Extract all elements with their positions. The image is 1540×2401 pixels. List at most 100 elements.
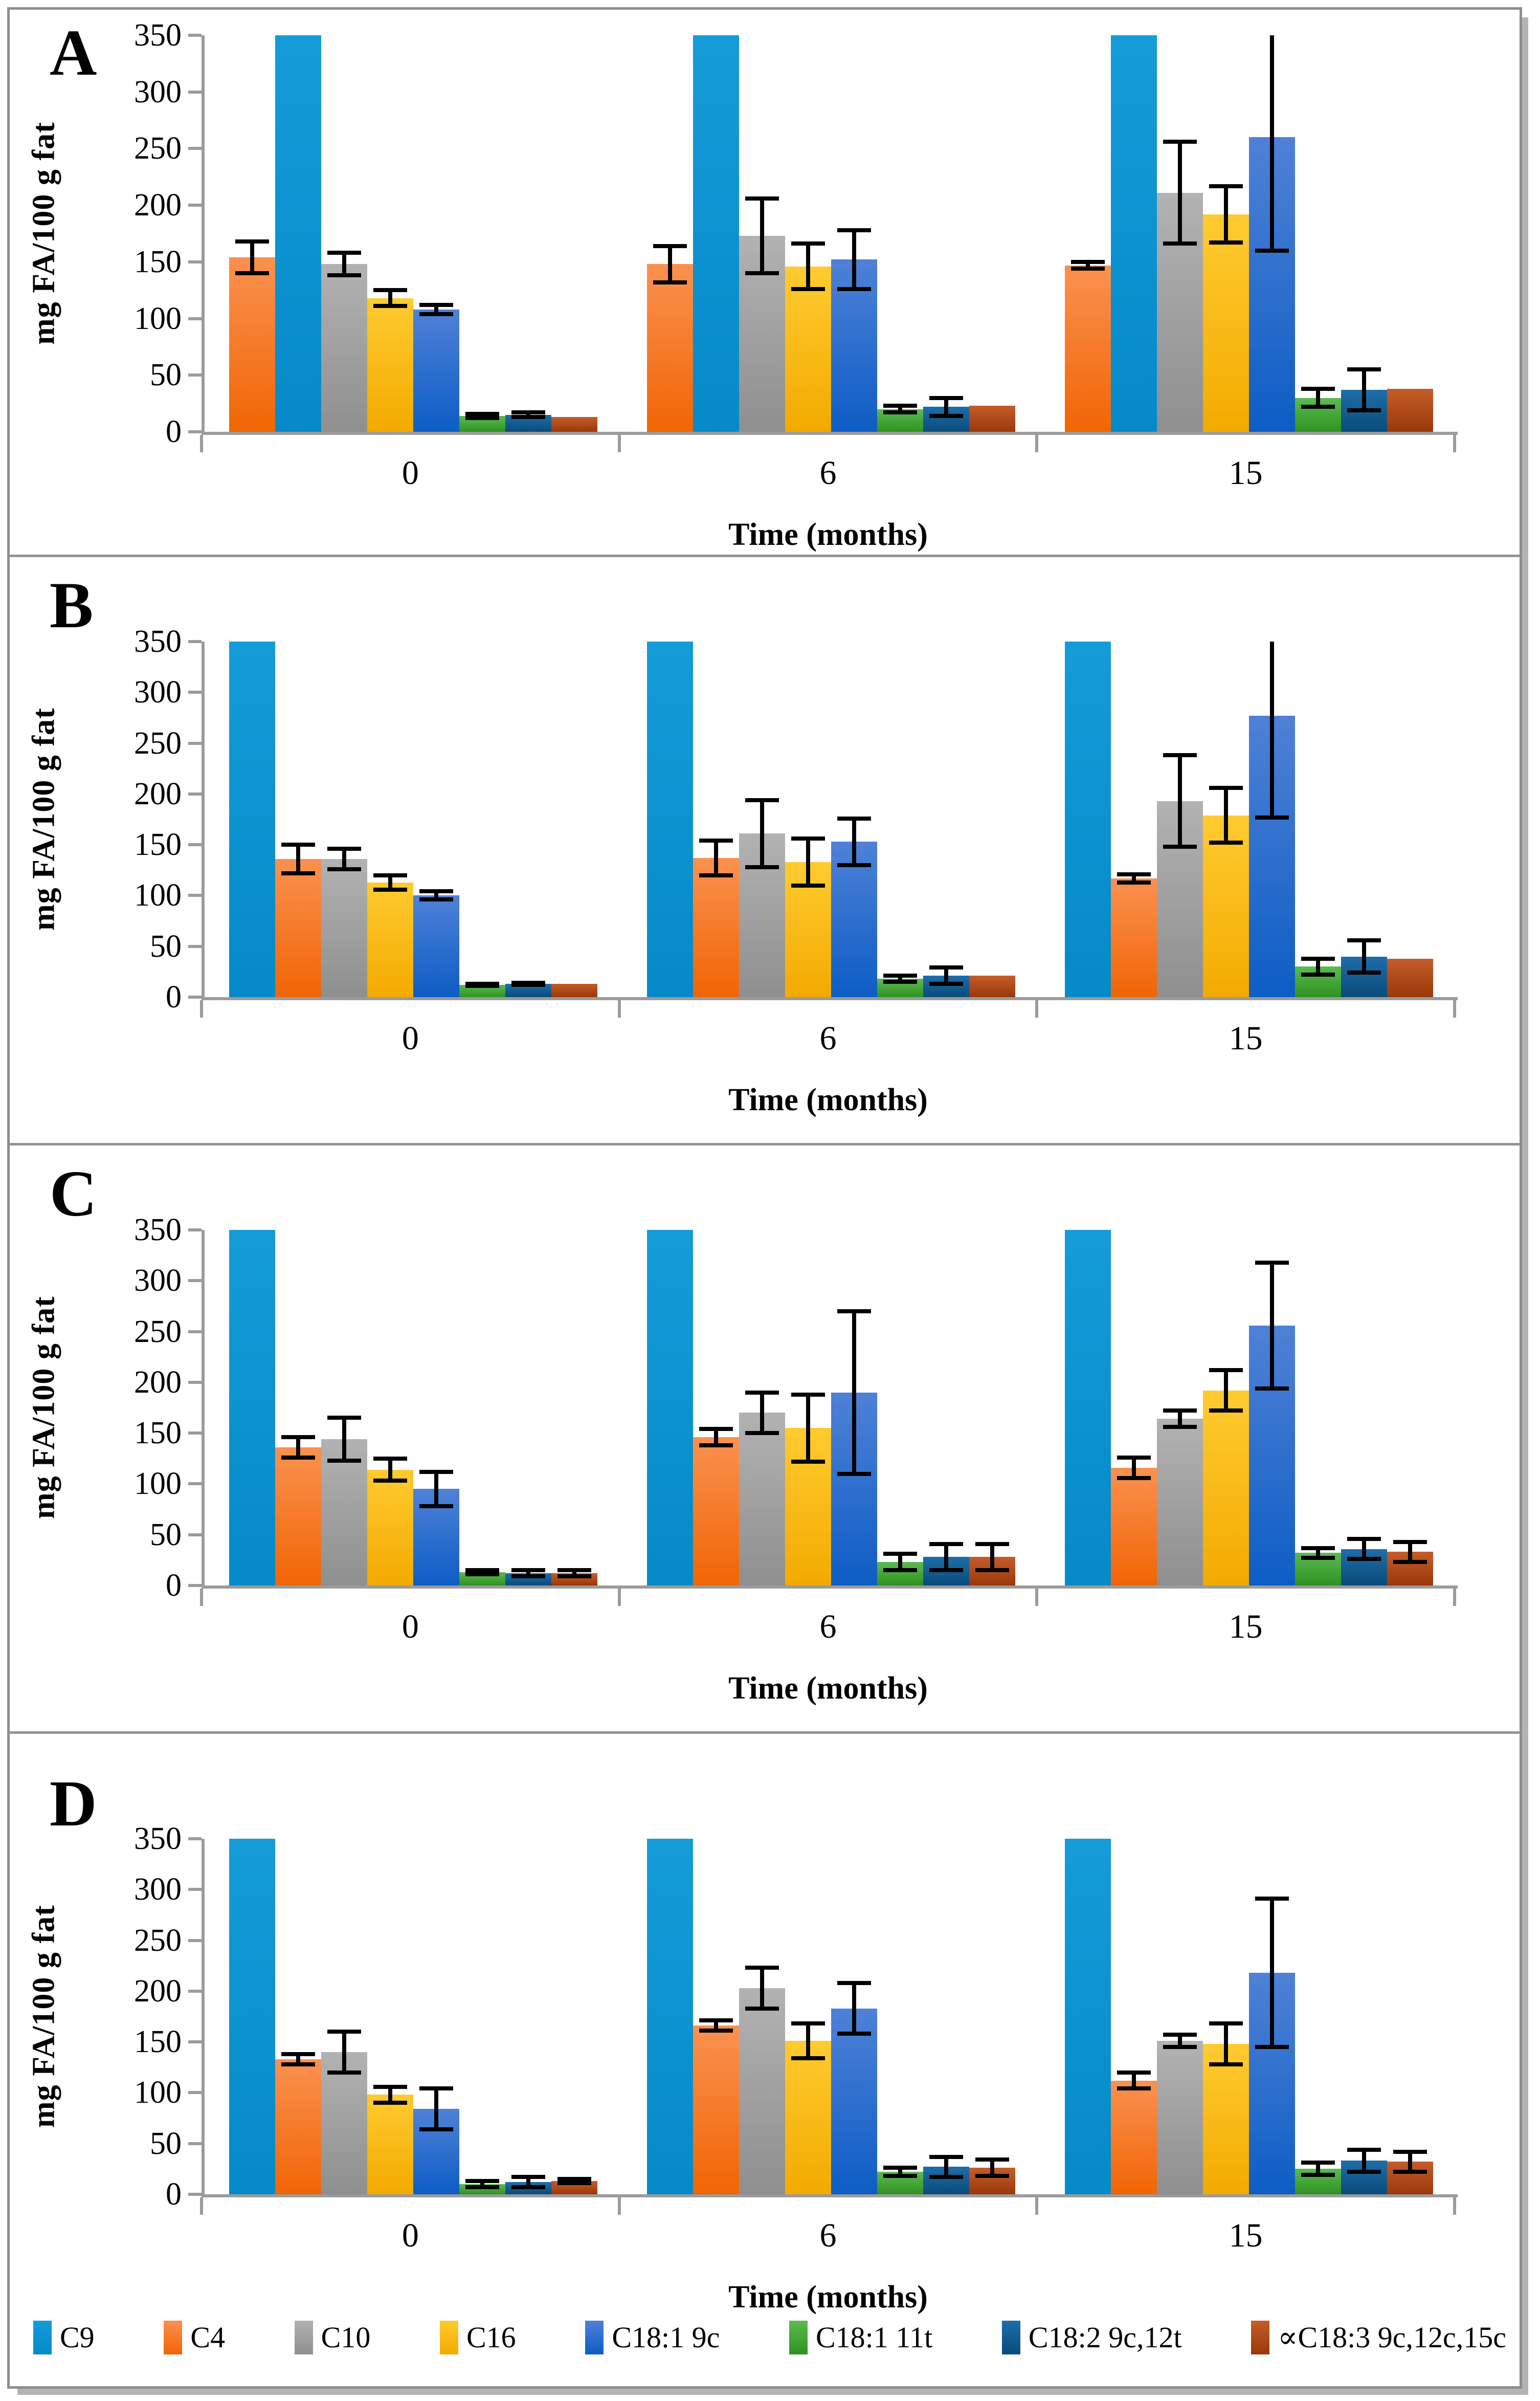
bar-C10-t0 (321, 264, 368, 432)
error-bar-cap-top (1209, 1368, 1243, 1373)
plot-area (202, 1230, 1458, 1589)
error-bar-cap-bottom (327, 867, 362, 871)
error-bar-cap-top (837, 228, 871, 232)
error-bar-line (1177, 755, 1182, 847)
y-tick-mark (188, 430, 202, 433)
error-bar-cap-bottom (511, 415, 546, 420)
bar-C10-t0 (321, 858, 368, 997)
y-tick-label: 100 (134, 2075, 182, 2110)
x-tick-mark (1035, 2197, 1039, 2215)
y-tick-label: 0 (166, 414, 182, 449)
error-bar-cap-top (929, 1541, 963, 1546)
y-tick-label: 350 (134, 18, 182, 53)
error-bar-cap-top (1301, 1546, 1335, 1550)
error-bar-line (1315, 1548, 1320, 1558)
error-bar-cap-bottom (1347, 2170, 1381, 2174)
error-bar-line (1085, 261, 1090, 269)
y-tick-label: 250 (134, 1923, 182, 1958)
bar-C4-t6 (693, 2025, 739, 2194)
y-tick-mark (188, 204, 202, 207)
y-tick-label: 200 (134, 776, 182, 811)
error-bar-cap-bottom (373, 1479, 408, 1483)
bar-C9-t15 (1064, 1230, 1111, 1585)
plot-area (202, 642, 1458, 1000)
error-bar-cap-top (1209, 184, 1243, 188)
error-bar-cap-bottom (929, 2175, 963, 2179)
error-bar-cap-top (1347, 367, 1381, 372)
error-bar-cap-bottom (511, 2185, 546, 2190)
error-bar-cap-bottom (327, 273, 362, 278)
error-bar-cap-bottom (465, 416, 500, 421)
error-bar-cap-bottom (1301, 405, 1335, 409)
x-tick-mark (617, 2197, 621, 2215)
error-bar-line (898, 2168, 902, 2176)
bar-C9-t15 (1064, 1839, 1111, 2194)
legend-swatch (1001, 2321, 1020, 2354)
y-tick-label: 0 (166, 1568, 182, 1603)
error-bar-cap-top (699, 839, 733, 843)
bar-C16-t15 (1202, 214, 1249, 432)
bar-C4-t0 (275, 1447, 322, 1585)
error-bar-line (1223, 186, 1228, 243)
y-tick-label: 200 (134, 1364, 182, 1400)
error-bar-cap-bottom (1117, 1475, 1151, 1480)
bar-C10-t6 (739, 1988, 785, 2194)
error-bar-line (388, 1458, 393, 1481)
y-tick-mark (188, 1888, 202, 1891)
error-bar-cap-bottom (1255, 815, 1289, 820)
y-tick-mark (188, 1482, 202, 1486)
error-bar-cap-bottom (373, 304, 408, 309)
error-bar-line (852, 818, 856, 865)
x-tick-mark (200, 1000, 203, 1018)
bar-C18:1 9c-t6 (831, 2008, 877, 2194)
error-bar-cap-top (465, 2179, 500, 2184)
x-tick-mark (1035, 1000, 1039, 1018)
error-bar-cap-bottom (281, 1455, 316, 1460)
error-bar-cap-bottom (1163, 1425, 1197, 1429)
y-tick-label: 200 (134, 1973, 182, 2009)
y-tick-label: 300 (134, 1872, 182, 1907)
error-bar-cap-top (419, 1469, 454, 1474)
error-bar-cap-top (1255, 1260, 1289, 1265)
error-bar-cap-top (699, 1427, 733, 1431)
x-tick-label: 15 (1229, 454, 1263, 492)
error-bar-line (990, 1544, 994, 1571)
y-tick-label: 250 (134, 131, 182, 166)
plot-area (202, 1839, 1458, 2197)
error-bar-cap-bottom (419, 312, 454, 316)
y-tick-label: 200 (134, 188, 182, 223)
error-bar-cap-top (557, 2177, 592, 2182)
y-tick-mark (188, 1330, 202, 1333)
x-tick-mark (200, 2197, 203, 2215)
y-tick-mark (188, 894, 202, 897)
error-bar-cap-top (1393, 2149, 1427, 2154)
y-tick-label: 350 (134, 1213, 182, 1247)
bar-C9-t6 (647, 1230, 693, 1585)
error-bar-cap-bottom (791, 1459, 825, 1464)
x-tick-label: 0 (401, 1608, 419, 1645)
bar-C16-t0 (367, 882, 414, 997)
error-bar-cap-top (327, 1416, 362, 1420)
error-bar-line (342, 253, 347, 276)
panel-letter: A (50, 16, 97, 89)
bar-∝C18:3 9c,12c,15c-t15 (1387, 388, 1433, 432)
error-bar-cap-bottom (745, 865, 779, 869)
error-bar-line (898, 406, 902, 413)
error-bar-cap-bottom (699, 1443, 733, 1447)
error-bar-cap-bottom (557, 2181, 592, 2186)
error-bar-cap-bottom (419, 2127, 454, 2131)
y-tick-mark (188, 1584, 202, 1587)
error-bar-line (944, 1544, 948, 1571)
bar-∝C18:3 9c,12c,15c-t0 (551, 417, 598, 432)
x-tick-mark (200, 435, 203, 452)
error-bar-line (342, 2032, 347, 2073)
bar-C18:1 9c-t0 (413, 895, 460, 997)
y-tick-mark (188, 1837, 202, 1840)
legend-swatch (439, 2321, 458, 2354)
error-bar-cap-top (1117, 1455, 1151, 1460)
error-bar-cap-bottom (791, 883, 825, 888)
y-tick-mark (188, 2142, 202, 2145)
x-tick-mark (1453, 2197, 1456, 2215)
